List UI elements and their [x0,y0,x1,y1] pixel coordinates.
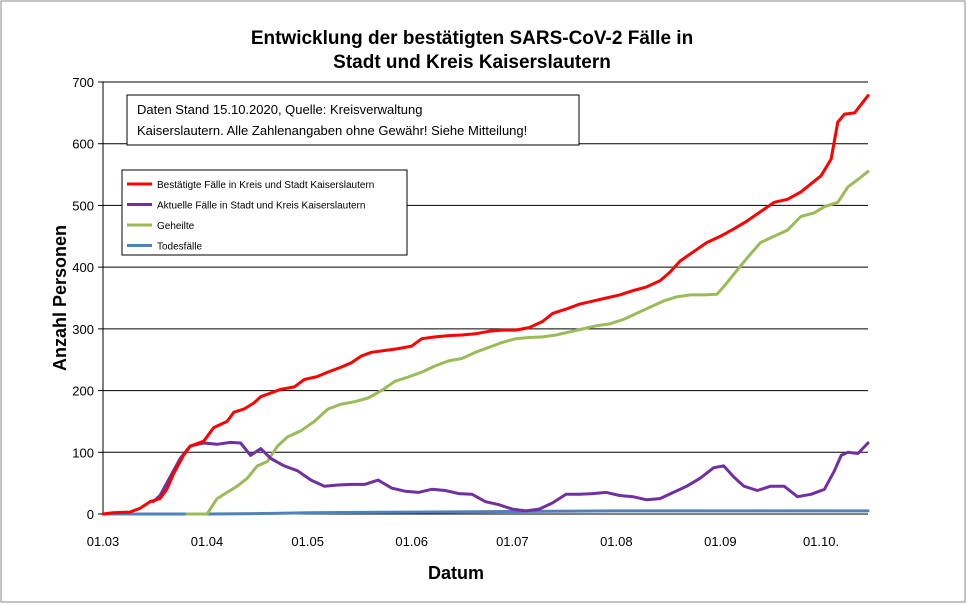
ytick-label: 0 [87,507,94,522]
ytick-label: 600 [72,137,94,152]
x-axis-label: Datum [428,563,484,583]
ytick-label: 300 [72,322,94,337]
series-line-2 [185,170,870,516]
note-box-border [126,94,580,146]
xtick-label: 01.06 [395,534,428,549]
series-line-3 [101,509,870,516]
y-axis-label: Anzahl Personen [50,225,70,371]
note-line2: Kaiserslautern. Alle Zahlenangaben ohne … [137,123,527,138]
ytick-label: 400 [72,260,94,275]
y-tick-labels: 0 100 200 300 400 500 600 700 [72,75,94,522]
legend-label-1: Aktuelle Fälle in Stadt und Kreis Kaiser… [157,201,365,212]
x-tick-labels: 01.03 01.04 01.05 01.06 01.07 01.08 01.09 01.10… [87,534,839,549]
xtick-label: 01.05 [291,534,324,549]
note-line1: Daten Stand 15.10.2020, Quelle: Kreisver… [137,102,422,117]
xtick-label: 01.09 [704,534,737,549]
series-lines [101,94,870,516]
ytick-label: 500 [72,198,94,213]
ytick-label: 200 [72,384,94,399]
xtick-label: 01.08 [600,534,633,549]
xtick-label: 01.03 [87,534,120,549]
legend-border [121,169,408,256]
xtick-label: 01.07 [496,534,529,549]
legend-label-0: Bestätigte Fälle in Kreis und Stadt Kais… [157,180,374,191]
xtick-label: 01.04 [191,534,224,549]
series-line-1 [151,440,870,513]
series-line-0 [101,94,870,516]
chart-title-line2: Stadt und Kreis Kaiserslautern [333,52,611,73]
xtick-label: 01.10. [803,534,839,549]
chart-title-line1: Entwicklung der bestätigten SARS-CoV-2 F… [251,28,693,49]
legend-label-3: Todesfälle [157,242,202,253]
legend-label-2: Geheilte [157,221,195,232]
note-box: Daten Stand 15.10.2020, Quelle: Kreisver… [126,94,580,146]
ytick-label: 700 [72,75,94,90]
legend-items: Bestätigte Fälle in Kreis und Stadt Kais… [127,180,374,253]
ytick-label: 100 [72,445,94,460]
legend: Bestätigte Fälle in Kreis und Stadt Kais… [121,169,408,256]
